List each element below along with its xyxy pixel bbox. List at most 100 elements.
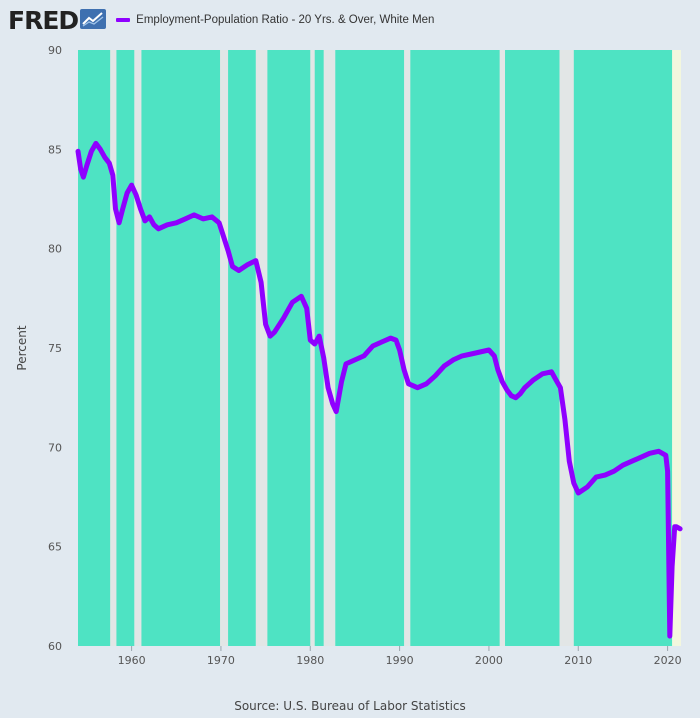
data-point <box>379 340 384 344</box>
data-point <box>304 306 309 311</box>
chart-axes: 60 65 70 75 80 85 90 1960 1970 1980 1990 2000 2010 20… <box>15 44 682 667</box>
data-point <box>451 358 456 362</box>
data-point <box>125 191 129 195</box>
x-tick-label: 2020 <box>654 654 682 667</box>
data-point <box>540 372 545 376</box>
data-point <box>330 401 335 406</box>
data-point <box>76 149 80 154</box>
y-axis-label: Percent <box>15 325 29 370</box>
legend-swatch <box>116 18 131 22</box>
data-point <box>371 344 375 348</box>
data-point <box>509 393 514 398</box>
data-point <box>138 207 143 211</box>
data-point <box>192 213 196 217</box>
data-point <box>230 264 235 269</box>
data-point <box>143 219 147 223</box>
recession-band <box>310 50 315 646</box>
data-point <box>576 491 581 495</box>
x-tick-label: 1990 <box>386 654 414 667</box>
data-point <box>665 469 670 474</box>
data-point <box>221 234 226 239</box>
data-point <box>469 352 473 356</box>
data-point <box>647 451 652 456</box>
x-tick-label: 2000 <box>475 654 503 667</box>
data-point <box>281 316 286 321</box>
data-point <box>621 463 625 468</box>
data-point <box>678 527 682 531</box>
data-point <box>290 300 295 305</box>
series-layer <box>75 140 683 639</box>
data-point <box>147 215 152 219</box>
data-point <box>120 207 125 211</box>
data-point <box>254 258 258 263</box>
data-point <box>217 221 221 225</box>
data-point <box>152 223 156 227</box>
recession-band <box>323 50 336 646</box>
data-point <box>81 175 86 179</box>
recession-band <box>134 50 142 646</box>
x-tick-label: 1960 <box>118 654 146 667</box>
data-point <box>201 217 205 221</box>
data-point <box>460 354 464 358</box>
data-point <box>397 348 402 352</box>
data-point <box>226 248 230 253</box>
data-point <box>505 387 509 392</box>
data-point <box>567 459 572 464</box>
data-point <box>406 382 411 386</box>
data-point <box>326 385 330 390</box>
data-point <box>317 334 322 338</box>
data-point <box>670 564 674 569</box>
data-point <box>353 358 357 362</box>
data-point <box>433 374 438 378</box>
chart-header: FRED Employment-Population Ratio - 20 Yr… <box>8 5 434 35</box>
data-point <box>558 385 563 390</box>
x-tick-label: 1980 <box>296 654 324 667</box>
data-point <box>344 362 348 366</box>
data-point <box>603 473 607 477</box>
data-point <box>183 217 187 221</box>
data-point <box>113 207 118 211</box>
data-point <box>572 481 576 485</box>
data-point <box>117 221 121 225</box>
y-tick-label: 70 <box>48 441 62 454</box>
y-tick-label: 65 <box>48 541 62 554</box>
data-point <box>339 380 344 384</box>
data-point <box>656 449 661 454</box>
data-point <box>487 348 491 352</box>
fred-logo[interactable]: FRED <box>8 5 79 35</box>
data-point <box>245 262 250 267</box>
data-point <box>299 294 304 299</box>
data-point <box>210 215 214 219</box>
data-point <box>594 475 598 479</box>
y-tick-label: 60 <box>48 640 62 653</box>
data-point <box>442 364 447 368</box>
data-point <box>94 141 98 146</box>
data-point <box>668 634 672 638</box>
data-point <box>85 163 89 167</box>
x-tick-label: 1970 <box>207 654 235 667</box>
data-point <box>174 221 179 225</box>
data-point <box>402 368 406 372</box>
data-point <box>308 338 313 342</box>
data-point <box>78 167 83 171</box>
data-point <box>585 485 589 489</box>
data-point <box>424 382 429 386</box>
data-point <box>312 342 317 346</box>
data-point <box>263 322 268 327</box>
chart-legend: Employment-Population Ratio - 20 Yrs. & … <box>116 14 434 26</box>
legend-label: Employment-Population Ratio - 20 Yrs. & … <box>136 14 435 26</box>
recession-band <box>220 50 229 646</box>
y-tick-label: 75 <box>48 342 62 355</box>
data-point <box>554 378 558 382</box>
data-point <box>496 368 500 372</box>
recession-band <box>110 50 117 646</box>
data-point <box>268 334 272 338</box>
data-point <box>259 280 263 285</box>
data-point <box>664 453 668 458</box>
data-point <box>388 336 393 340</box>
data-point <box>531 378 536 382</box>
data-point <box>478 350 482 354</box>
data-point <box>522 385 527 390</box>
data-point <box>89 149 94 154</box>
data-point <box>518 391 522 396</box>
